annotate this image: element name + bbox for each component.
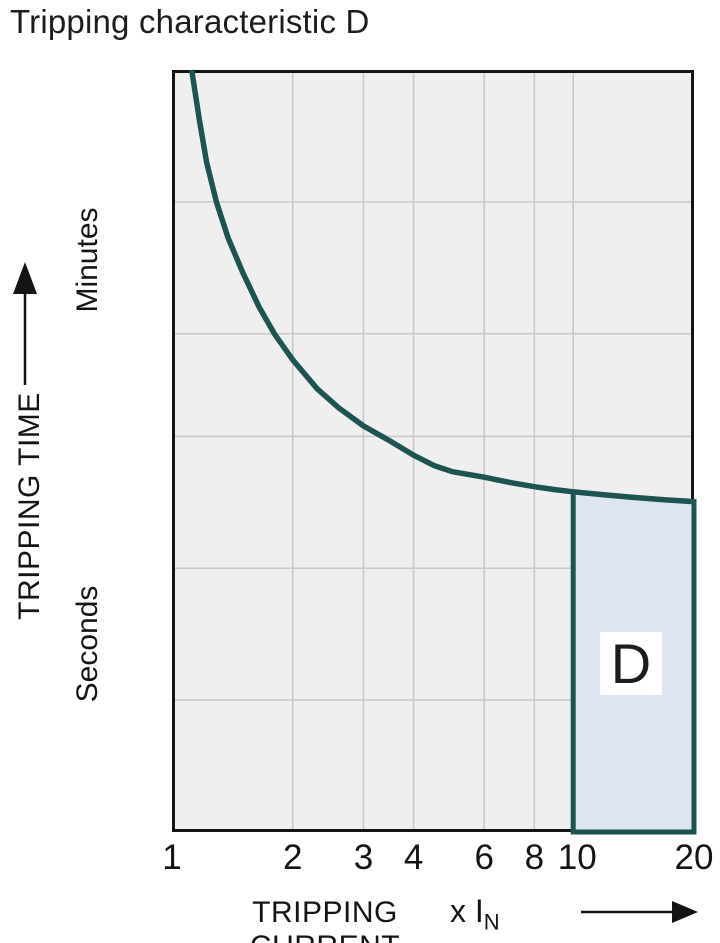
x-tick-label: 8 (524, 838, 545, 877)
x-tick-label: 20 (674, 838, 714, 877)
x-tick-label: 10 (557, 838, 597, 877)
plot-border (172, 70, 694, 832)
y-axis-unit-seconds: Seconds (71, 585, 104, 703)
x-tick-label: 3 (353, 838, 374, 877)
x-axis-multiplier: x IN (450, 891, 500, 942)
page-title: Tripping characteristic D (10, 3, 370, 40)
x-axis-title: TRIPPING CURRENT (250, 896, 400, 943)
x-tick-label: 6 (474, 838, 494, 877)
y-axis-unit-minutes: Minutes (71, 207, 104, 313)
region-label-box: D (600, 632, 662, 695)
x-tick-label: 2 (283, 838, 303, 877)
region-label: D (610, 632, 652, 695)
y-axis-title: TRIPPING TIME (13, 392, 46, 620)
x-tick-label: 1 (162, 838, 182, 877)
multiplier-subscript: N (483, 909, 500, 935)
multiplier-text: x I (450, 893, 484, 929)
x-axis-arrow-icon (581, 901, 698, 923)
y-axis-arrow-icon (13, 262, 37, 385)
trip-curve (188, 69, 695, 505)
x-tick-label: 4 (403, 838, 424, 877)
